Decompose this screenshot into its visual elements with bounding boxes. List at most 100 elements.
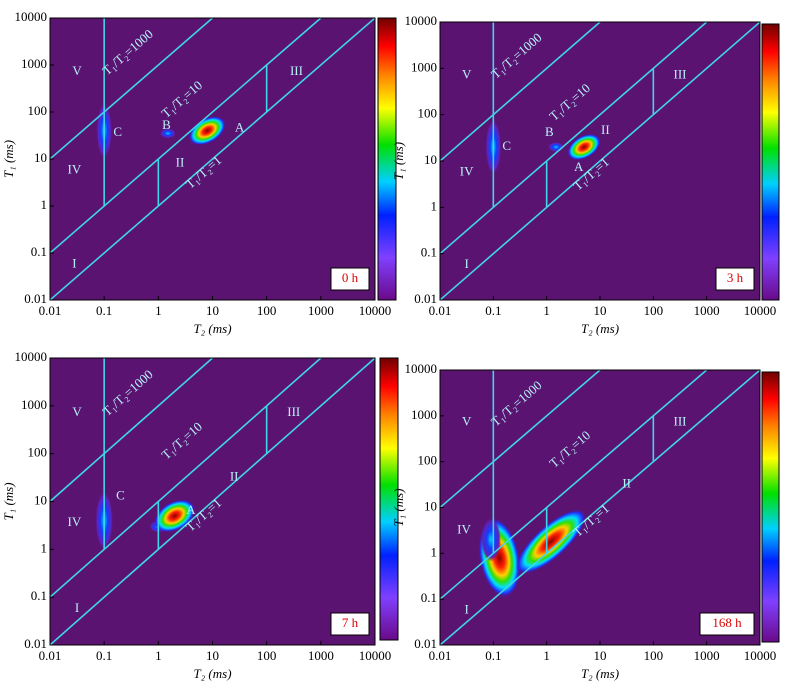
y-tick-label: 1000: [411, 407, 437, 422]
y-tick-label: 1000: [21, 56, 47, 71]
y-tick-label: 1: [431, 198, 438, 213]
colorbar: [761, 371, 780, 643]
region-label: IV: [457, 521, 471, 536]
colorbar: [377, 17, 397, 301]
boundary-line: [440, 22, 760, 300]
x-tick-label: 0.01: [429, 303, 452, 318]
x-tick-label: 1000: [694, 648, 720, 663]
signal: [154, 499, 195, 533]
region-label: A: [235, 119, 245, 134]
time-label: 7 h: [342, 615, 359, 630]
y-tick-label: 0.1: [421, 590, 437, 605]
signal: [567, 133, 601, 161]
time-box: [715, 267, 755, 291]
x-tick-label: 0.01: [39, 648, 62, 663]
panel: [440, 22, 760, 300]
y-tick-label: 10000: [15, 349, 48, 364]
time-label: 3 h: [727, 270, 744, 285]
x-axis-label: T₂ (ms): [193, 666, 231, 681]
x-tick-label: 10000: [359, 303, 392, 318]
region-label: II: [176, 155, 185, 170]
y-tick-label: 10: [424, 152, 437, 167]
boundary-line: [50, 18, 214, 160]
boundary-line: [440, 370, 708, 600]
region-label: III: [290, 63, 303, 78]
boundary-line: [440, 22, 601, 162]
y-tick-label: 0.01: [414, 291, 437, 306]
x-tick-label: 0.1: [96, 648, 112, 663]
y-tick-label: 10000: [15, 9, 48, 24]
y-tick-label: 1: [41, 197, 48, 212]
boundary-line: [50, 358, 214, 503]
y-tick-label: 1: [41, 540, 48, 555]
y-tick-label: 100: [418, 453, 438, 468]
region-label: C: [113, 124, 122, 139]
x-tick-label: 1: [543, 648, 550, 663]
y-tick-label: 0.1: [31, 588, 47, 603]
region-label: II: [622, 476, 631, 491]
time-box: [699, 612, 755, 636]
region-label: III: [674, 414, 687, 429]
x-tick-label: 10: [594, 648, 607, 663]
x-tick-label: 1: [155, 648, 162, 663]
boundary-line: [440, 22, 708, 255]
x-tick-label: 0.1: [485, 648, 501, 663]
x-tick-label: 10: [206, 648, 219, 663]
region-label: IV: [68, 514, 82, 529]
region-label: A: [186, 502, 196, 517]
x-tick-label: 1000: [308, 648, 334, 663]
y-tick-label: 0.1: [421, 245, 437, 260]
boundary-line: [440, 370, 760, 645]
panel: [50, 18, 375, 300]
x-axis-label: T₂ (ms): [193, 321, 231, 336]
boundary-line: [440, 370, 601, 509]
x-tick-label: 10000: [744, 303, 777, 318]
region-label: C: [116, 488, 125, 503]
x-tick-label: 0.01: [39, 303, 62, 318]
y-tick-label: 1000: [21, 397, 47, 412]
x-tick-label: 100: [644, 303, 664, 318]
y-tick-label: 10: [424, 498, 437, 513]
region-label: IV: [68, 162, 82, 177]
region-label: I: [464, 256, 468, 271]
y-tick-label: 10: [34, 492, 47, 507]
region-label: III: [674, 66, 687, 81]
boundary-line: [50, 18, 322, 254]
region-label: I: [75, 600, 79, 615]
x-tick-label: 0.1: [485, 303, 501, 318]
region-label: C: [502, 138, 511, 153]
y-tick-label: 1: [431, 544, 438, 559]
x-tick-label: 10: [594, 303, 607, 318]
y-tick-label: 0.1: [31, 244, 47, 259]
region-label: II: [601, 122, 610, 137]
y-tick-label: 100: [28, 445, 48, 460]
x-tick-label: 1: [155, 303, 162, 318]
x-axis-label: T₂ (ms): [581, 321, 619, 336]
x-tick-label: 100: [257, 648, 277, 663]
signal: [515, 509, 587, 575]
y-tick-label: 10000: [405, 361, 438, 376]
y-axis-label: T₁ (ms): [391, 488, 406, 526]
region-label: A: [574, 159, 584, 174]
x-tick-label: 10000: [359, 648, 392, 663]
region-label: B: [545, 124, 554, 139]
region-label: I: [464, 602, 468, 617]
x-tick-label: 0.01: [429, 648, 452, 663]
time-label: 168 h: [712, 615, 742, 630]
x-tick-label: 10: [206, 303, 219, 318]
x-tick-label: 100: [644, 648, 664, 663]
region-label: IV: [460, 164, 474, 179]
y-tick-label: 100: [418, 106, 438, 121]
y-axis-label: T₁ (ms): [1, 140, 16, 178]
time-box: [330, 267, 370, 291]
y-tick-label: 0.01: [24, 636, 47, 651]
x-tick-label: 1000: [308, 303, 334, 318]
x-tick-label: 1: [543, 303, 550, 318]
time-label: 0 h: [342, 270, 359, 285]
region-label: B: [162, 117, 171, 132]
time-box: [330, 612, 370, 636]
y-tick-label: 10000: [405, 13, 438, 28]
colorbar: [379, 357, 399, 641]
signal: [159, 128, 176, 139]
